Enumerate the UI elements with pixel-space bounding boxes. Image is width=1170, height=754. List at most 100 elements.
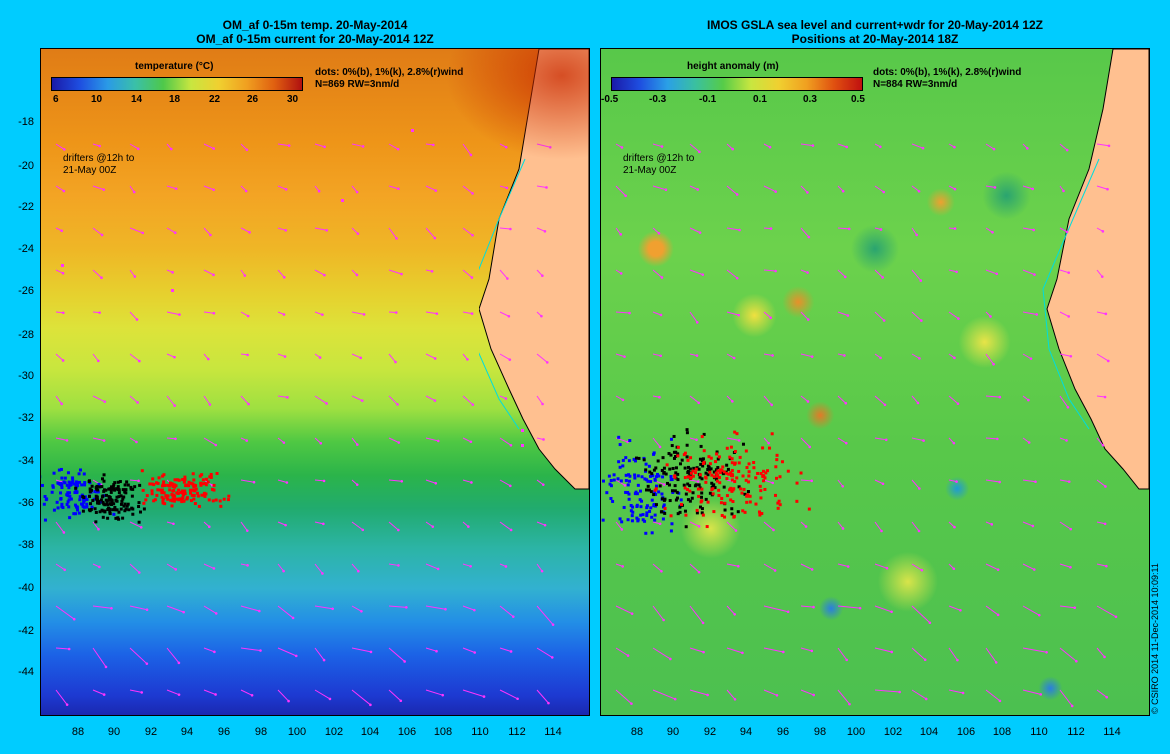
drifter-dot bbox=[662, 503, 666, 507]
current-arrow-head bbox=[620, 146, 624, 149]
current-arrow bbox=[499, 353, 511, 361]
current-arrow bbox=[166, 605, 184, 613]
drifter-dot bbox=[638, 489, 642, 493]
drifter-dot bbox=[98, 485, 102, 489]
current-arrow bbox=[314, 437, 322, 444]
current-arrow-head bbox=[630, 612, 634, 615]
drifter-dot bbox=[44, 498, 48, 502]
current-arrow bbox=[240, 605, 260, 612]
current-arrow bbox=[1096, 143, 1110, 147]
drifter-dot bbox=[683, 466, 687, 470]
drifter-dot bbox=[74, 489, 78, 493]
current-arrow-head bbox=[1062, 189, 1065, 193]
current-arrow-head bbox=[441, 693, 445, 697]
current-arrow-head bbox=[998, 395, 1002, 399]
current-arrow bbox=[800, 479, 812, 482]
drifter-dot bbox=[94, 520, 98, 524]
drifter-dot bbox=[647, 488, 651, 492]
drifter-dot bbox=[108, 487, 112, 491]
current-arrow bbox=[652, 269, 663, 278]
drifter-dot bbox=[633, 473, 637, 477]
current-arrow-head bbox=[806, 400, 810, 403]
drifter-dot bbox=[737, 469, 741, 473]
current-arrow-head bbox=[174, 187, 178, 190]
current-arrow-head bbox=[100, 276, 103, 280]
current-arrow-head bbox=[99, 483, 103, 486]
current-arrow bbox=[800, 143, 814, 147]
drifter-dot bbox=[191, 488, 195, 492]
drifter-dot bbox=[83, 497, 87, 501]
drifter-dot bbox=[693, 484, 697, 488]
drifter-dot bbox=[617, 460, 621, 464]
drifter-dot bbox=[730, 469, 734, 473]
current-arrow bbox=[536, 563, 543, 572]
current-arrow-head bbox=[394, 311, 398, 314]
drifter-dot bbox=[113, 508, 117, 512]
drifter-dot bbox=[57, 482, 61, 486]
current-arrow bbox=[1059, 269, 1069, 274]
drifters-line2: 21-May 00Z bbox=[63, 165, 117, 176]
drifter-dot bbox=[698, 486, 702, 490]
drifter-dot bbox=[747, 480, 751, 484]
current-arrow bbox=[615, 185, 626, 197]
drifter-dot bbox=[189, 499, 193, 503]
current-arrow bbox=[277, 605, 294, 619]
drifter-dot bbox=[59, 482, 63, 486]
current-arrow-head bbox=[733, 612, 736, 616]
current-arrow-head bbox=[137, 479, 140, 483]
lon-label: 102 bbox=[883, 726, 903, 738]
current-arrow bbox=[166, 311, 180, 316]
drifter-dot bbox=[669, 529, 673, 533]
drifter-dot bbox=[640, 475, 644, 479]
current-arrow-head bbox=[356, 232, 360, 235]
drifter-dot bbox=[170, 493, 174, 497]
current-arrow-head bbox=[738, 228, 741, 232]
drifter-dot bbox=[138, 483, 142, 487]
current-arrow-head bbox=[102, 693, 106, 696]
current-arrow-head bbox=[110, 606, 113, 610]
current-arrow-head bbox=[282, 313, 286, 316]
drifter-dot bbox=[111, 508, 115, 512]
current-arrow-head bbox=[928, 621, 932, 625]
current-arrow bbox=[726, 521, 737, 531]
drifter-dot bbox=[60, 476, 64, 480]
drifter-dot bbox=[671, 490, 675, 494]
current-arrow-head bbox=[841, 527, 845, 530]
current-arrow-head bbox=[996, 613, 1000, 617]
drifter-dot bbox=[759, 496, 763, 500]
current-arrow bbox=[1096, 185, 1108, 190]
drifter-dot bbox=[626, 518, 630, 522]
drifter-dot bbox=[80, 483, 84, 487]
temperature-colorbar bbox=[51, 77, 303, 91]
drifter-dot bbox=[194, 484, 198, 488]
drifter-dot bbox=[106, 516, 110, 520]
current-arrow-head bbox=[397, 564, 400, 567]
current-arrow-head bbox=[952, 567, 956, 571]
drifter-dot bbox=[202, 491, 206, 495]
current-arrow-head bbox=[321, 572, 324, 575]
current-arrow bbox=[499, 143, 507, 148]
drifter-dot bbox=[181, 493, 185, 497]
drifter-dot bbox=[700, 507, 704, 511]
current-arrow-head bbox=[811, 144, 815, 147]
drifter-dot bbox=[735, 476, 739, 480]
current-arrow bbox=[985, 689, 1001, 702]
current-arrow bbox=[277, 395, 288, 398]
drifter-dot bbox=[714, 468, 718, 472]
drifter-dot bbox=[723, 515, 727, 519]
drifter-dot bbox=[108, 507, 112, 511]
current-arrow bbox=[55, 227, 62, 232]
drifter-dot bbox=[715, 452, 719, 456]
drifter-dot bbox=[712, 483, 716, 487]
drifter-dot bbox=[670, 522, 674, 526]
current-arrow bbox=[166, 227, 176, 234]
drifter-dot bbox=[101, 494, 105, 498]
current-arrow-head bbox=[669, 657, 672, 661]
current-arrow-head bbox=[1029, 357, 1033, 360]
current-arrow bbox=[874, 563, 888, 569]
current-arrow-head bbox=[879, 228, 883, 231]
current-arrow bbox=[874, 521, 882, 532]
current-arrow bbox=[314, 185, 320, 192]
current-arrow-head bbox=[1104, 312, 1108, 316]
drifter-dot bbox=[109, 490, 113, 494]
